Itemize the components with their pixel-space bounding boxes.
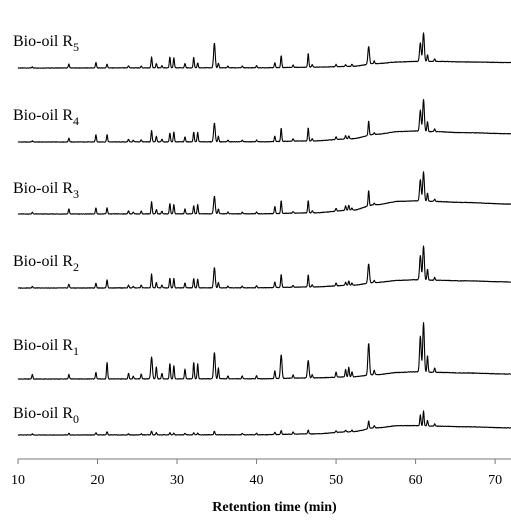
trace-label-r2: Bio-oil R2 — [13, 253, 79, 274]
trace-line-r5 — [17, 32, 511, 69]
x-tick-label-30: 30 — [170, 473, 184, 488]
x-tick-label-10: 10 — [11, 473, 25, 488]
trace-label-r5: Bio-oil R5 — [13, 33, 79, 54]
trace-line-r2 — [17, 245, 511, 289]
trace-line-r1 — [17, 322, 511, 380]
trace-line-r3 — [17, 171, 511, 215]
trace-label-r1: Bio-oil R1 — [13, 337, 79, 358]
trace-line-r4 — [17, 98, 511, 143]
x-tick-label-20: 20 — [91, 473, 105, 488]
x-tick-label-60: 60 — [409, 473, 423, 488]
trace-label-r4: Bio-oil R4 — [13, 107, 79, 128]
trace-line-r0 — [17, 410, 511, 436]
x-tick-label-50: 50 — [329, 473, 343, 488]
x-tick-label-40: 40 — [250, 473, 264, 488]
x-tick-label-70: 70 — [488, 473, 502, 488]
x-axis: 10 20 30 40 50 60 70 — [11, 458, 511, 488]
trace-labels-layer: Bio-oil R5 Bio-oil R4 Bio-oil R3 Bio-oil R2… — [13, 33, 79, 426]
traces-layer — [17, 32, 511, 436]
trace-label-r0: Bio-oil R0 — [13, 405, 79, 426]
trace-label-r3: Bio-oil R3 — [13, 180, 79, 201]
x-axis-title: Retention time (min) — [212, 500, 337, 515]
